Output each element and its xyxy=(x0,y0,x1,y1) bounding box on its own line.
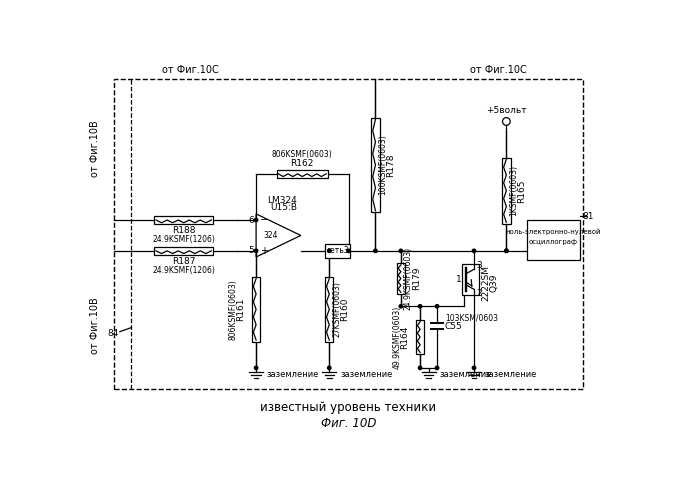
Text: заземление: заземление xyxy=(439,370,492,379)
Text: заземление: заземление xyxy=(485,370,537,379)
Circle shape xyxy=(374,249,377,252)
Text: 103KSM/0603: 103KSM/0603 xyxy=(445,313,498,322)
Bar xyxy=(252,277,260,341)
Circle shape xyxy=(418,304,422,308)
Text: заземление: заземление xyxy=(340,370,392,379)
Text: 1: 1 xyxy=(456,275,462,284)
Text: 806KSMF(0603): 806KSMF(0603) xyxy=(272,150,333,159)
Circle shape xyxy=(347,249,350,252)
Text: заземление: заземление xyxy=(267,370,319,379)
Circle shape xyxy=(328,366,331,370)
Text: 806KSMF(0603): 806KSMF(0603) xyxy=(228,279,237,340)
Text: 2: 2 xyxy=(476,289,482,298)
Bar xyxy=(277,170,328,178)
Text: 6: 6 xyxy=(248,216,254,225)
Text: от Фиг.10В: от Фиг.10В xyxy=(90,120,100,177)
Text: 1KSMF(0603): 1KSMF(0603) xyxy=(509,165,518,216)
Circle shape xyxy=(254,249,258,252)
Text: R187: R187 xyxy=(172,257,195,266)
Circle shape xyxy=(435,304,439,308)
Text: Q39: Q39 xyxy=(490,274,498,292)
Circle shape xyxy=(328,249,331,252)
Text: +5вольт: +5вольт xyxy=(486,106,527,115)
Circle shape xyxy=(435,366,439,370)
Circle shape xyxy=(505,249,508,252)
Text: 27KSMF(0603): 27KSMF(0603) xyxy=(333,281,341,337)
Text: R179: R179 xyxy=(411,267,421,290)
Text: от Фиг.10С: от Фиг.10С xyxy=(163,65,219,75)
Text: R178: R178 xyxy=(386,153,395,177)
Text: +: + xyxy=(260,246,268,256)
Text: 5: 5 xyxy=(248,247,254,255)
Circle shape xyxy=(399,304,403,308)
Text: LM324: LM324 xyxy=(267,196,297,205)
Text: ноль-электронно-нулевой: ноль-электронно-нулевой xyxy=(505,229,601,235)
Text: C55: C55 xyxy=(445,322,462,331)
Bar xyxy=(326,244,350,258)
Text: 2222SM: 2222SM xyxy=(481,265,491,301)
Circle shape xyxy=(505,249,508,252)
Bar xyxy=(502,158,511,224)
Text: 24.9KSMF(1206): 24.9KSMF(1206) xyxy=(152,265,215,274)
Text: 100KSMF(0603): 100KSMF(0603) xyxy=(379,135,388,196)
Text: R161: R161 xyxy=(237,297,245,321)
Bar xyxy=(114,79,583,389)
Text: R160: R160 xyxy=(340,297,349,321)
Text: 84: 84 xyxy=(107,329,119,338)
Text: сеть3: сеть3 xyxy=(326,247,349,255)
Text: −: − xyxy=(260,215,268,225)
Bar xyxy=(154,247,213,255)
Circle shape xyxy=(254,366,258,370)
Bar xyxy=(416,320,424,354)
Text: от Фиг.10В: от Фиг.10В xyxy=(90,297,100,354)
Text: Фиг. 10D: Фиг. 10D xyxy=(321,417,376,430)
Text: 3: 3 xyxy=(476,261,482,270)
Text: известный уровень техники: известный уровень техники xyxy=(260,401,437,415)
Bar xyxy=(462,264,479,295)
Bar xyxy=(325,277,333,341)
Bar xyxy=(154,216,213,224)
Text: R162: R162 xyxy=(290,159,314,168)
Circle shape xyxy=(254,219,258,222)
Circle shape xyxy=(418,366,422,370)
Text: от Фиг.10С: от Фиг.10С xyxy=(471,65,527,75)
Text: 81: 81 xyxy=(583,212,594,221)
Bar xyxy=(371,118,379,212)
Text: 324: 324 xyxy=(264,231,278,240)
Text: 49.9KSMF(0603): 49.9KSMF(0603) xyxy=(392,305,402,369)
Circle shape xyxy=(399,249,403,252)
Bar xyxy=(527,220,579,260)
Text: 24.9KSMF(0603): 24.9KSMF(0603) xyxy=(404,247,413,310)
Text: R165: R165 xyxy=(517,179,526,203)
Circle shape xyxy=(473,366,476,370)
Bar xyxy=(396,263,405,294)
Text: 24.9KSMF(1206): 24.9KSMF(1206) xyxy=(152,235,215,244)
Circle shape xyxy=(473,249,476,252)
Text: R164: R164 xyxy=(401,325,409,349)
Text: R188: R188 xyxy=(172,227,195,236)
Text: U15:B: U15:B xyxy=(270,203,297,212)
Text: осциллограф: осциллограф xyxy=(529,239,578,245)
